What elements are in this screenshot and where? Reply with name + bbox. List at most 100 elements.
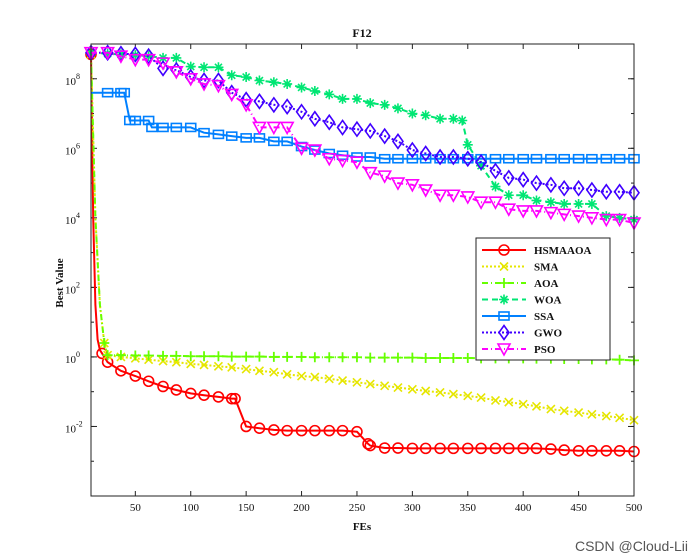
data-point — [184, 387, 197, 400]
data-point — [227, 362, 237, 372]
y-tick-exponent: 2 — [76, 280, 80, 289]
data-point — [335, 154, 350, 169]
data-point — [352, 377, 362, 387]
data-point — [337, 352, 348, 363]
data-point — [448, 389, 458, 399]
data-point — [545, 153, 557, 164]
data-point — [380, 381, 390, 391]
data-point — [476, 160, 487, 171]
legend: HSMAAOA SMA AOA WOA SSA GWO PSO — [475, 237, 611, 361]
data-point — [279, 121, 295, 136]
data-point — [198, 127, 210, 138]
data-point — [378, 127, 391, 145]
data-point — [463, 391, 473, 401]
data-point — [295, 103, 308, 121]
data-point — [226, 70, 237, 81]
data-point — [295, 424, 308, 437]
data-point — [517, 171, 530, 188]
data-point — [309, 85, 320, 96]
data-point — [213, 361, 224, 371]
data-point — [447, 442, 460, 455]
data-point — [559, 198, 570, 209]
data-point — [435, 352, 446, 363]
y-tick-exponent: -2 — [76, 419, 83, 428]
data-point — [199, 351, 210, 362]
data-point — [502, 153, 515, 164]
data-point — [498, 311, 510, 321]
data-point — [488, 196, 503, 210]
data-point — [434, 148, 447, 166]
data-point — [460, 191, 476, 205]
data-point — [351, 93, 362, 104]
legend-label: HSMAAOA — [534, 245, 592, 257]
data-point — [574, 407, 584, 418]
data-point — [418, 184, 434, 198]
data-point — [224, 88, 240, 103]
data-point — [490, 395, 501, 405]
y-tick-label: 102 — [65, 280, 80, 296]
data-point — [435, 387, 445, 397]
data-point — [143, 350, 154, 361]
data-point — [496, 343, 512, 357]
x-tick-label: 300 — [404, 502, 421, 514]
data-point — [448, 352, 459, 363]
y-tick-exponent: 8 — [76, 72, 80, 81]
data-point — [185, 61, 196, 72]
data-point — [558, 153, 570, 164]
data-point — [365, 98, 376, 109]
data-point — [281, 98, 294, 115]
data-point — [530, 153, 543, 164]
data-point — [129, 370, 142, 382]
data-point — [268, 136, 280, 147]
data-point — [171, 350, 182, 361]
data-point — [102, 350, 113, 361]
data-point — [392, 352, 403, 363]
data-point — [502, 169, 515, 187]
data-point — [365, 352, 376, 363]
y-tick-label: 100 — [65, 350, 80, 366]
data-point — [364, 439, 377, 452]
data-point — [309, 352, 320, 363]
y-tick-label: 106 — [65, 141, 80, 157]
data-point — [142, 47, 155, 65]
data-point — [157, 122, 169, 133]
data-point — [598, 213, 614, 228]
data-point — [296, 351, 307, 362]
data-point — [171, 357, 181, 367]
data-point — [571, 210, 586, 224]
data-point — [419, 442, 432, 455]
data-point — [556, 208, 572, 223]
data-point — [240, 420, 252, 433]
x-tick-label: 150 — [238, 502, 255, 514]
data-point — [615, 413, 625, 423]
data-point — [349, 156, 365, 170]
data-point — [362, 438, 374, 450]
data-point — [600, 183, 613, 201]
data-point — [281, 424, 293, 437]
data-point — [198, 389, 210, 401]
data-point — [377, 170, 393, 184]
data-point — [323, 113, 336, 131]
data-point — [518, 399, 528, 409]
data-point — [545, 197, 556, 208]
data-point — [362, 166, 378, 181]
data-point — [337, 93, 348, 104]
data-point — [171, 52, 182, 63]
y-tick-base: 10 — [65, 145, 77, 157]
data-point — [407, 384, 417, 394]
data-point — [499, 278, 509, 288]
data-point — [446, 189, 461, 203]
data-point — [499, 294, 509, 305]
data-point — [157, 59, 170, 77]
y-tick-base: 10 — [65, 423, 77, 435]
legend-box — [475, 237, 611, 361]
data-point — [503, 190, 514, 201]
data-point — [462, 352, 473, 363]
data-point — [421, 386, 431, 396]
data-point — [269, 367, 279, 377]
data-point — [601, 411, 611, 421]
series-gwo — [85, 44, 640, 202]
x-tick-label: 400 — [515, 502, 532, 514]
data-point — [406, 442, 419, 455]
data-point — [461, 150, 474, 168]
